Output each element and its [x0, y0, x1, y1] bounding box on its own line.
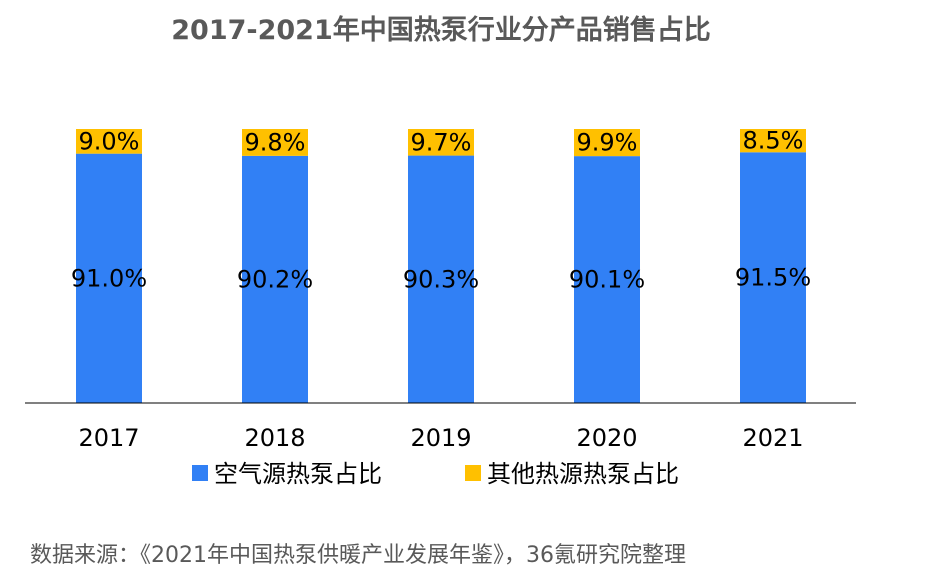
legend-item-air-source: 空气源热泵占比 [192, 460, 382, 488]
bar-other-source-2019 [408, 129, 474, 156]
legend-swatch-other-source [465, 465, 481, 481]
bar-other-source-2021 [740, 129, 806, 153]
bar-air-source-2017 [76, 153, 142, 403]
bar-other-source-2018 [242, 129, 308, 156]
bar-air-source-2021 [740, 152, 806, 403]
chart-title: 2017-2021年中国热泵行业分产品销售占比 [171, 15, 711, 46]
data-label-other-source-2019: 9.7% [411, 128, 472, 156]
data-label-air-source-2018: 90.2% [237, 265, 313, 293]
x-tick-label-2021: 2021 [742, 424, 803, 452]
x-tick-label-2019: 2019 [410, 424, 471, 452]
stacked-bar-chart: 91.0% 9.0% 90.2% 9.8% 90.3% 9.7% 90.1% 9.9% 91.5… [25, 127, 856, 488]
data-label-other-source-2021: 8.5% [743, 127, 804, 155]
bars-layer: 91.0% 9.0% 90.2% 9.8% 90.3% 9.7% 90.1% 9.9% 91.5… [71, 127, 811, 403]
x-tick-labels: 2017 2018 2019 2020 2021 [78, 424, 803, 452]
bar-air-source-2018 [242, 155, 308, 403]
data-label-air-source-2020: 90.1% [569, 266, 645, 294]
legend: 空气源热泵占比 其他热源热泵占比 [192, 460, 679, 488]
legend-swatch-air-source [192, 465, 208, 481]
bar-other-source-2017 [76, 129, 142, 154]
x-tick-label-2018: 2018 [244, 424, 305, 452]
source-note: 数据来源：《2021年中国热泵供暖产业发展年鉴》，36氪研究院整理 [30, 543, 686, 568]
x-tick-label-2017: 2017 [78, 424, 139, 452]
bar-other-source-2020 [574, 129, 640, 157]
data-label-other-source-2018: 9.8% [245, 128, 306, 156]
data-label-other-source-2020: 9.9% [577, 129, 638, 157]
data-label-air-source-2021: 91.5% [735, 264, 811, 292]
data-label-air-source-2017: 91.0% [71, 264, 147, 292]
bar-air-source-2020 [574, 156, 640, 403]
bar-air-source-2019 [408, 155, 474, 403]
legend-label-air-source: 空气源热泵占比 [214, 460, 382, 488]
legend-label-other-source: 其他热源热泵占比 [487, 460, 679, 488]
data-label-air-source-2019: 90.3% [403, 265, 479, 293]
legend-item-other-source: 其他热源热泵占比 [465, 460, 679, 488]
x-tick-label-2020: 2020 [576, 424, 637, 452]
data-label-other-source-2017: 9.0% [79, 127, 140, 155]
